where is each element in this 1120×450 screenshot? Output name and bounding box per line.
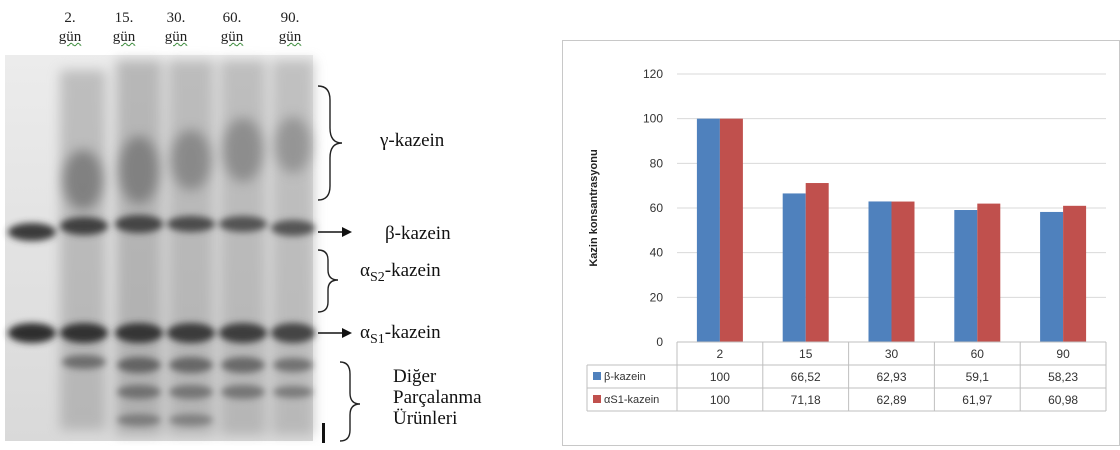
bar — [891, 201, 915, 342]
bar-chart: 0 20 40 60 80 100 120 Kazin konsantrasyonu 2 15 30… — [586, 67, 1107, 412]
data-label: 58,23 — [1048, 370, 1078, 384]
data-label: 59,1 — [966, 370, 990, 384]
y-tick-label: 40 — [650, 246, 664, 260]
arrow-beta — [318, 227, 352, 237]
y-tick-label: 120 — [643, 67, 663, 81]
legend-swatch — [593, 395, 601, 403]
bar — [977, 203, 1001, 342]
x-tick-label: 15 — [799, 347, 813, 361]
label-gamma-kazein: γ-kazein — [380, 130, 445, 151]
bar — [954, 210, 978, 342]
bar-chart-panel: 0 20 40 60 80 100 120 Kazin konsantrasyonu 2 15 30… — [562, 40, 1120, 446]
brace-other — [339, 361, 361, 442]
data-label: 66,52 — [791, 370, 821, 384]
gel-image — [5, 55, 361, 443]
label-beta-kazein: β-kazein — [385, 223, 451, 244]
x-tick-label: 30 — [885, 347, 899, 361]
gel-electrophoresis-panel: 2. gün 15. gün 30. gün 60. gün 90. gün γ-kaze… — [0, 0, 530, 446]
data-label: 62,93 — [876, 370, 906, 384]
bar — [1063, 205, 1087, 342]
data-label: 71,18 — [791, 393, 821, 407]
y-tick-label: 0 — [656, 335, 663, 349]
label-as1-kazein: αS1-kazein — [360, 322, 441, 347]
lane-label-30: 30. gün — [164, 10, 188, 45]
bar — [719, 118, 743, 343]
y-axis-label: Kazin konsantrasyonu — [588, 149, 600, 266]
label-other-products: Diğer Parçalanma Ürünleri — [393, 366, 482, 429]
label-as2-kazein: αS2-kazein — [360, 260, 441, 285]
lane-label-15: 15. gün — [112, 10, 136, 45]
data-label: 100 — [710, 370, 730, 384]
data-label: 100 — [710, 393, 730, 407]
data-label: 60,98 — [1048, 393, 1078, 407]
x-tick-label: 2 — [717, 347, 724, 361]
arrow-as1 — [318, 328, 352, 338]
brace-gamma — [317, 85, 343, 201]
y-tick-label: 80 — [650, 156, 664, 170]
lane-label-60: 60. gün — [220, 10, 244, 45]
lane-label-90: 90. gün — [278, 10, 302, 45]
bar — [782, 193, 806, 342]
bar — [805, 183, 829, 342]
data-label: 61,97 — [962, 393, 992, 407]
bar — [868, 201, 892, 342]
x-tick-label: 60 — [971, 347, 985, 361]
legend-label: β-kazein — [604, 371, 646, 383]
data-label: 62,89 — [876, 393, 906, 407]
y-tick-label: 60 — [650, 201, 664, 215]
bar — [1040, 211, 1064, 342]
legend-swatch — [593, 372, 601, 380]
x-tick-label: 90 — [1056, 347, 1070, 361]
lane-label-2: 2. gün — [58, 10, 82, 45]
y-tick-label: 100 — [643, 112, 663, 126]
y-tick-label: 20 — [650, 290, 664, 304]
brace-as2 — [317, 249, 339, 313]
bar — [696, 118, 720, 343]
legend-label: αS1-kazein — [604, 394, 659, 406]
